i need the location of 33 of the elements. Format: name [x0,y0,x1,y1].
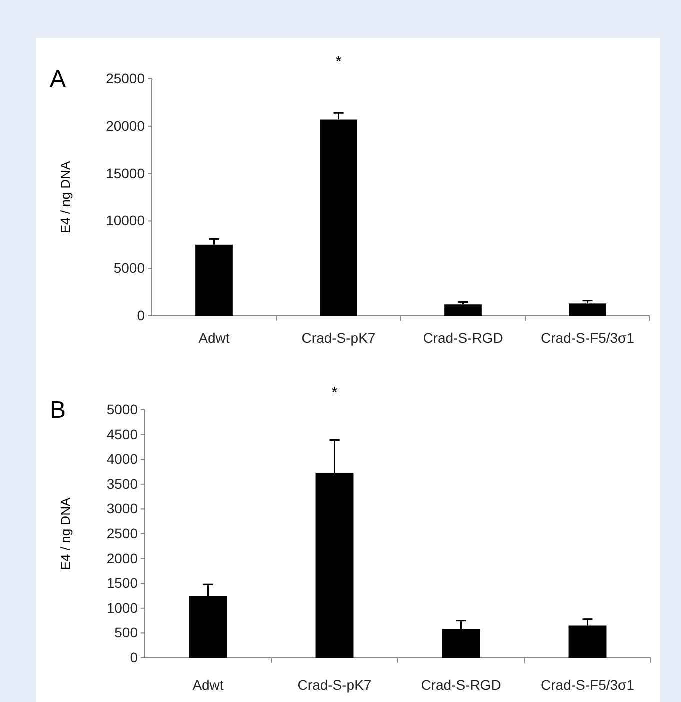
y-tick-label: 0 [137,307,146,324]
x-tick-label: Crad-S-pK7 [302,330,376,346]
y-tick-label: 0 [130,649,138,666]
bar [569,304,606,316]
x-tick-label: Crad-S-RGD [421,676,502,693]
y-tick-label: 25000 [106,70,146,86]
y-tick-label: 1500 [106,575,138,592]
text: * [336,54,342,71]
y-tick-label: 5000 [106,401,138,418]
chart-title: B [50,397,66,424]
y-tick-label: 20000 [106,118,146,134]
y-tick-label: 4000 [106,451,138,468]
y-tick-label: 3000 [106,500,138,517]
x-tick-label: Crad-S-F5/3σ1 [541,676,635,693]
y-axis-title: E4 / ng DNA [58,161,73,234]
y-axis-title: E4 / ng DNA [58,498,73,570]
y-tick-label: 2000 [106,550,138,566]
x-tick-label: Adwt [192,676,224,693]
y-tick-label: 500 [114,624,138,641]
y-tick-label: 15000 [106,165,146,182]
y-tick-label: 1000 [106,600,138,616]
y-tick-label: 5000 [114,260,146,276]
x-tick-label: Crad-S-F5/3σ1 [541,330,635,346]
chart-title: A [50,66,66,93]
bar [444,304,482,316]
x-tick-label: Crad-S-pK7 [298,676,372,693]
text: * [332,385,338,402]
y-tick-label: 4500 [106,426,138,442]
x-tick-label: Crad-S-RGD [423,330,504,346]
y-tick-label: 3500 [106,476,138,492]
y-tick-label: 10000 [106,212,146,229]
x-tick-label: Adwt [198,330,230,346]
y-tick-label: 2500 [106,525,138,542]
